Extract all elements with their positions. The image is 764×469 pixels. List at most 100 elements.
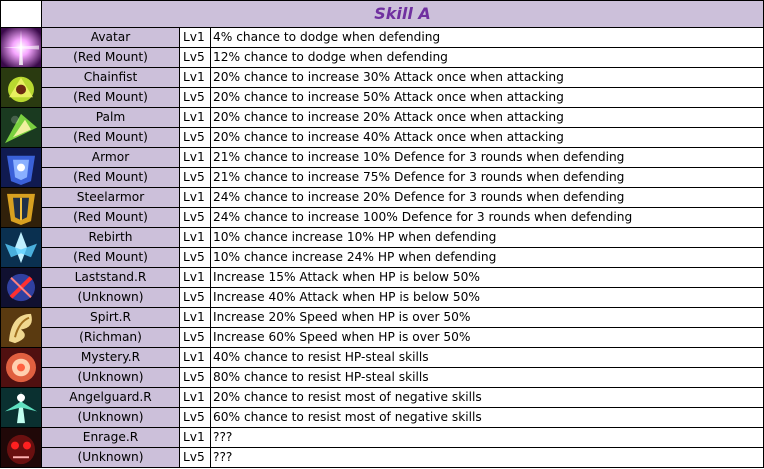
level-label: Lv5 bbox=[179, 447, 211, 468]
skill-row-lv1: Armor Lv1 21% chance to increase 10% Defen… bbox=[0, 147, 764, 188]
skill-source: (Red Mount) bbox=[41, 127, 180, 148]
skill-row-lv5: (Red Mount) Lv5 24% chance to increase 100… bbox=[1, 207, 764, 228]
level-label: Lv1 bbox=[179, 27, 211, 48]
steelarmor-icon bbox=[1, 188, 41, 227]
table-header-row: Skill A bbox=[0, 0, 764, 28]
skill-description: 20% chance to increase 40% Attack once w… bbox=[209, 127, 764, 148]
skill-icon-cell bbox=[0, 67, 42, 108]
level-label: Lv1 bbox=[179, 267, 211, 288]
rebirth-icon bbox=[1, 228, 41, 267]
skill-name: Angelguard.R bbox=[41, 387, 180, 408]
skill-icon-cell bbox=[0, 107, 42, 148]
skill-row-lv5: (Richman) Lv5 Increase 60% Speed when HP i… bbox=[1, 327, 764, 348]
mystery-icon bbox=[1, 348, 41, 387]
skill-row-lv5: (Unknown) Lv5 Increase 40% Attack when HP … bbox=[1, 287, 764, 308]
skill-icon-cell bbox=[0, 147, 42, 188]
level-label: Lv5 bbox=[179, 47, 211, 68]
skill-name: Chainfist bbox=[41, 67, 180, 88]
level-label: Lv5 bbox=[179, 167, 211, 188]
skill-icon-cell bbox=[0, 387, 42, 428]
skill-source: (Unknown) bbox=[41, 287, 180, 308]
skill-description: 10% chance increase 24% HP when defendin… bbox=[209, 247, 764, 268]
skill-icon-cell bbox=[0, 347, 42, 388]
level-label: Lv1 bbox=[179, 187, 211, 208]
skill-row-lv1: Palm Lv1 20% chance to increase 20% Attack… bbox=[0, 107, 764, 148]
skill-description: Increase 40% Attack when HP is below 50% bbox=[209, 287, 764, 308]
skill-row-lv1: Rebirth Lv1 10% chance increase 10% HP whe… bbox=[0, 227, 764, 268]
skill-icon-cell bbox=[0, 27, 42, 68]
level-label: Lv5 bbox=[179, 327, 211, 348]
skill-row-lv5: (Red Mount) Lv5 21% chance to increase 75%… bbox=[1, 167, 764, 188]
skill-source: (Red Mount) bbox=[41, 247, 180, 268]
skill-source: (Unknown) bbox=[41, 367, 180, 388]
skill-description: 20% chance to increase 20% Attack once w… bbox=[209, 107, 764, 128]
palm-icon bbox=[1, 108, 41, 147]
level-label: Lv5 bbox=[179, 87, 211, 108]
skill-row-lv5: (Unknown) Lv5 60% chance to resist most of… bbox=[1, 407, 764, 428]
skill-description: Increase 60% Speed when HP is over 50% bbox=[209, 327, 764, 348]
laststand-icon bbox=[1, 268, 41, 307]
level-label: Lv5 bbox=[179, 287, 211, 308]
armor-icon bbox=[1, 148, 41, 187]
skill-description: 10% chance increase 10% HP when defendin… bbox=[209, 227, 764, 248]
enrage-icon bbox=[1, 428, 41, 467]
table-title: Skill A bbox=[40, 0, 764, 28]
spirit-icon bbox=[1, 308, 41, 347]
level-label: Lv1 bbox=[179, 307, 211, 328]
skill-source: (Red Mount) bbox=[41, 87, 180, 108]
level-label: Lv5 bbox=[179, 207, 211, 228]
skill-row-lv5: (Unknown) Lv5??? bbox=[1, 447, 764, 468]
skill-description: Increase 20% Speed when HP is over 50% bbox=[209, 307, 764, 328]
header-corner bbox=[0, 0, 42, 28]
skill-name: Enrage.R bbox=[41, 427, 180, 448]
skill-row-lv1: Mystery.R Lv1 40% chance to resist HP-stea… bbox=[0, 347, 764, 388]
avatar-icon bbox=[1, 28, 41, 67]
skill-row-lv1: Enrage.R Lv1??? bbox=[0, 427, 764, 468]
skill-name: Laststand.R bbox=[41, 267, 180, 288]
skill-name: Steelarmor bbox=[41, 187, 180, 208]
skill-icon-cell bbox=[0, 427, 42, 468]
skill-description: 4% chance to dodge when defending bbox=[209, 27, 764, 48]
skill-source: (Red Mount) bbox=[41, 47, 180, 68]
skill-icon-cell bbox=[0, 187, 42, 228]
skill-row-lv5: (Unknown) Lv5 80% chance to resist HP-stea… bbox=[1, 367, 764, 388]
skill-name: Mystery.R bbox=[41, 347, 180, 368]
skill-name: Spirt.R bbox=[41, 307, 180, 328]
chainfist-icon bbox=[1, 68, 41, 107]
skill-icon-cell bbox=[0, 227, 42, 268]
skill-source: (Red Mount) bbox=[41, 207, 180, 228]
skill-source: (Unknown) bbox=[41, 447, 180, 468]
skill-description: ??? bbox=[209, 427, 764, 448]
skill-name: Avatar bbox=[41, 27, 180, 48]
skill-description: 20% chance to resist most of negative sk… bbox=[209, 387, 764, 408]
skill-row-lv5: (Red Mount) Lv5 20% chance to increase 50%… bbox=[1, 87, 764, 108]
skill-icon-cell bbox=[0, 267, 42, 308]
skill-description: 24% chance to increase 20% Defence for 3… bbox=[209, 187, 764, 208]
level-label: Lv1 bbox=[179, 67, 211, 88]
skill-description: 24% chance to increase 100% Defence for … bbox=[209, 207, 764, 228]
skill-name: Rebirth bbox=[41, 227, 180, 248]
skill-description: 21% chance to increase 75% Defence for 3… bbox=[209, 167, 764, 188]
level-label: Lv1 bbox=[179, 227, 211, 248]
skill-source: (Unknown) bbox=[41, 407, 180, 428]
skill-row-lv1: Angelguard.R Lv1 20% chance to resist most… bbox=[0, 387, 764, 428]
skill-description: 20% chance to increase 30% Attack once w… bbox=[209, 67, 764, 88]
skill-row-lv1: Steelarmor Lv1 24% chance to increase 20% … bbox=[0, 187, 764, 228]
level-label: Lv1 bbox=[179, 147, 211, 168]
skill-icon-cell bbox=[0, 307, 42, 348]
skill-description: 12% chance to dodge when defending bbox=[209, 47, 764, 68]
level-label: Lv5 bbox=[179, 127, 211, 148]
skill-description: Increase 15% Attack when HP is below 50% bbox=[209, 267, 764, 288]
level-label: Lv5 bbox=[179, 407, 211, 428]
level-label: Lv1 bbox=[179, 347, 211, 368]
skill-rows: Avatar Lv1 4% chance to dodge when defendi… bbox=[0, 27, 764, 468]
skill-description: 21% chance to increase 10% Defence for 3… bbox=[209, 147, 764, 168]
skill-row-lv1: Chainfist Lv1 20% chance to increase 30% A… bbox=[0, 67, 764, 108]
skill-name: Armor bbox=[41, 147, 180, 168]
skill-row-lv1: Spirt.R Lv1 Increase 20% Speed when HP is … bbox=[0, 307, 764, 348]
level-label: Lv1 bbox=[179, 107, 211, 128]
skill-description: 60% chance to resist most of negative sk… bbox=[209, 407, 764, 428]
skill-row-lv5: (Red Mount) Lv5 20% chance to increase 40%… bbox=[1, 127, 764, 148]
